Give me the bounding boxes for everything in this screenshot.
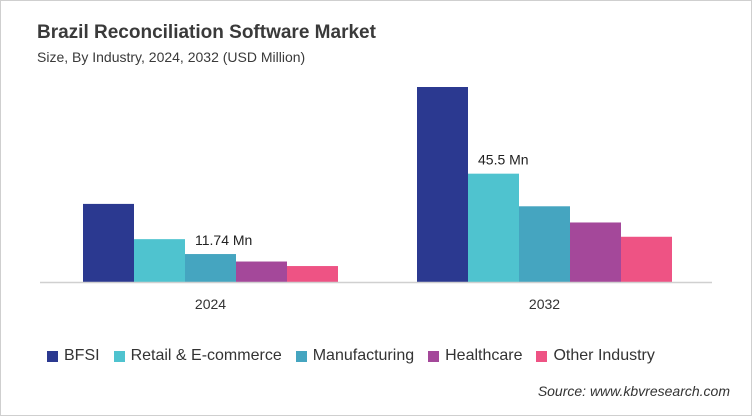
legend-item: Retail & E-commerce (113, 347, 282, 365)
legend-swatch (428, 350, 440, 362)
legend-swatch (113, 350, 125, 362)
legend-label: Other Industry (553, 347, 655, 364)
x-tick-label: 2032 (529, 296, 560, 312)
bar-manufacturing-2024 (185, 254, 236, 282)
legend-label: Manufacturing (312, 347, 415, 364)
bar-other-industry-2032 (621, 236, 672, 282)
legend-swatch (47, 350, 58, 362)
legend-label: BFSI (64, 347, 100, 364)
legend-label: Healthcare (445, 347, 523, 364)
legend-swatch (536, 350, 548, 362)
bar-other-industry-2024 (287, 266, 338, 282)
chart-subtitle: Size, By Industry, 2024, 2032 (USD Milli… (37, 49, 306, 65)
bar-manufacturing-2032 (519, 206, 570, 282)
bar-healthcare-2032 (570, 222, 621, 282)
source-note: Source: www.kbvresearch.com (537, 383, 730, 399)
legend-item: BFSI (47, 347, 100, 365)
legend-item: Healthcare (428, 347, 522, 365)
chart-title: Brazil Reconciliation Software Market (37, 22, 376, 43)
x-tick-label: 2024 (195, 296, 226, 312)
bar-healthcare-2024 (236, 261, 287, 282)
bar-chart: 2024 2032 11.74 Mn 45.5 Mn (40, 87, 712, 312)
bar-retail-e-commerce-2024 (134, 239, 185, 282)
legend-item: Other Industry (536, 347, 655, 365)
data-label: 11.74 Mn (195, 232, 252, 248)
data-label: 45.5 Mn (478, 152, 529, 168)
legend-item: Manufacturing (295, 347, 415, 365)
legend-label: Retail & E-commerce (130, 347, 282, 364)
legend-swatch (295, 350, 307, 362)
bar-retail-e-commerce-2032 (468, 173, 519, 282)
legend: BFSI Retail & E-commerce Manufacturing Heal… (47, 347, 655, 365)
bar-bfsi-2024 (83, 203, 134, 282)
bar-bfsi-2032 (417, 87, 468, 282)
